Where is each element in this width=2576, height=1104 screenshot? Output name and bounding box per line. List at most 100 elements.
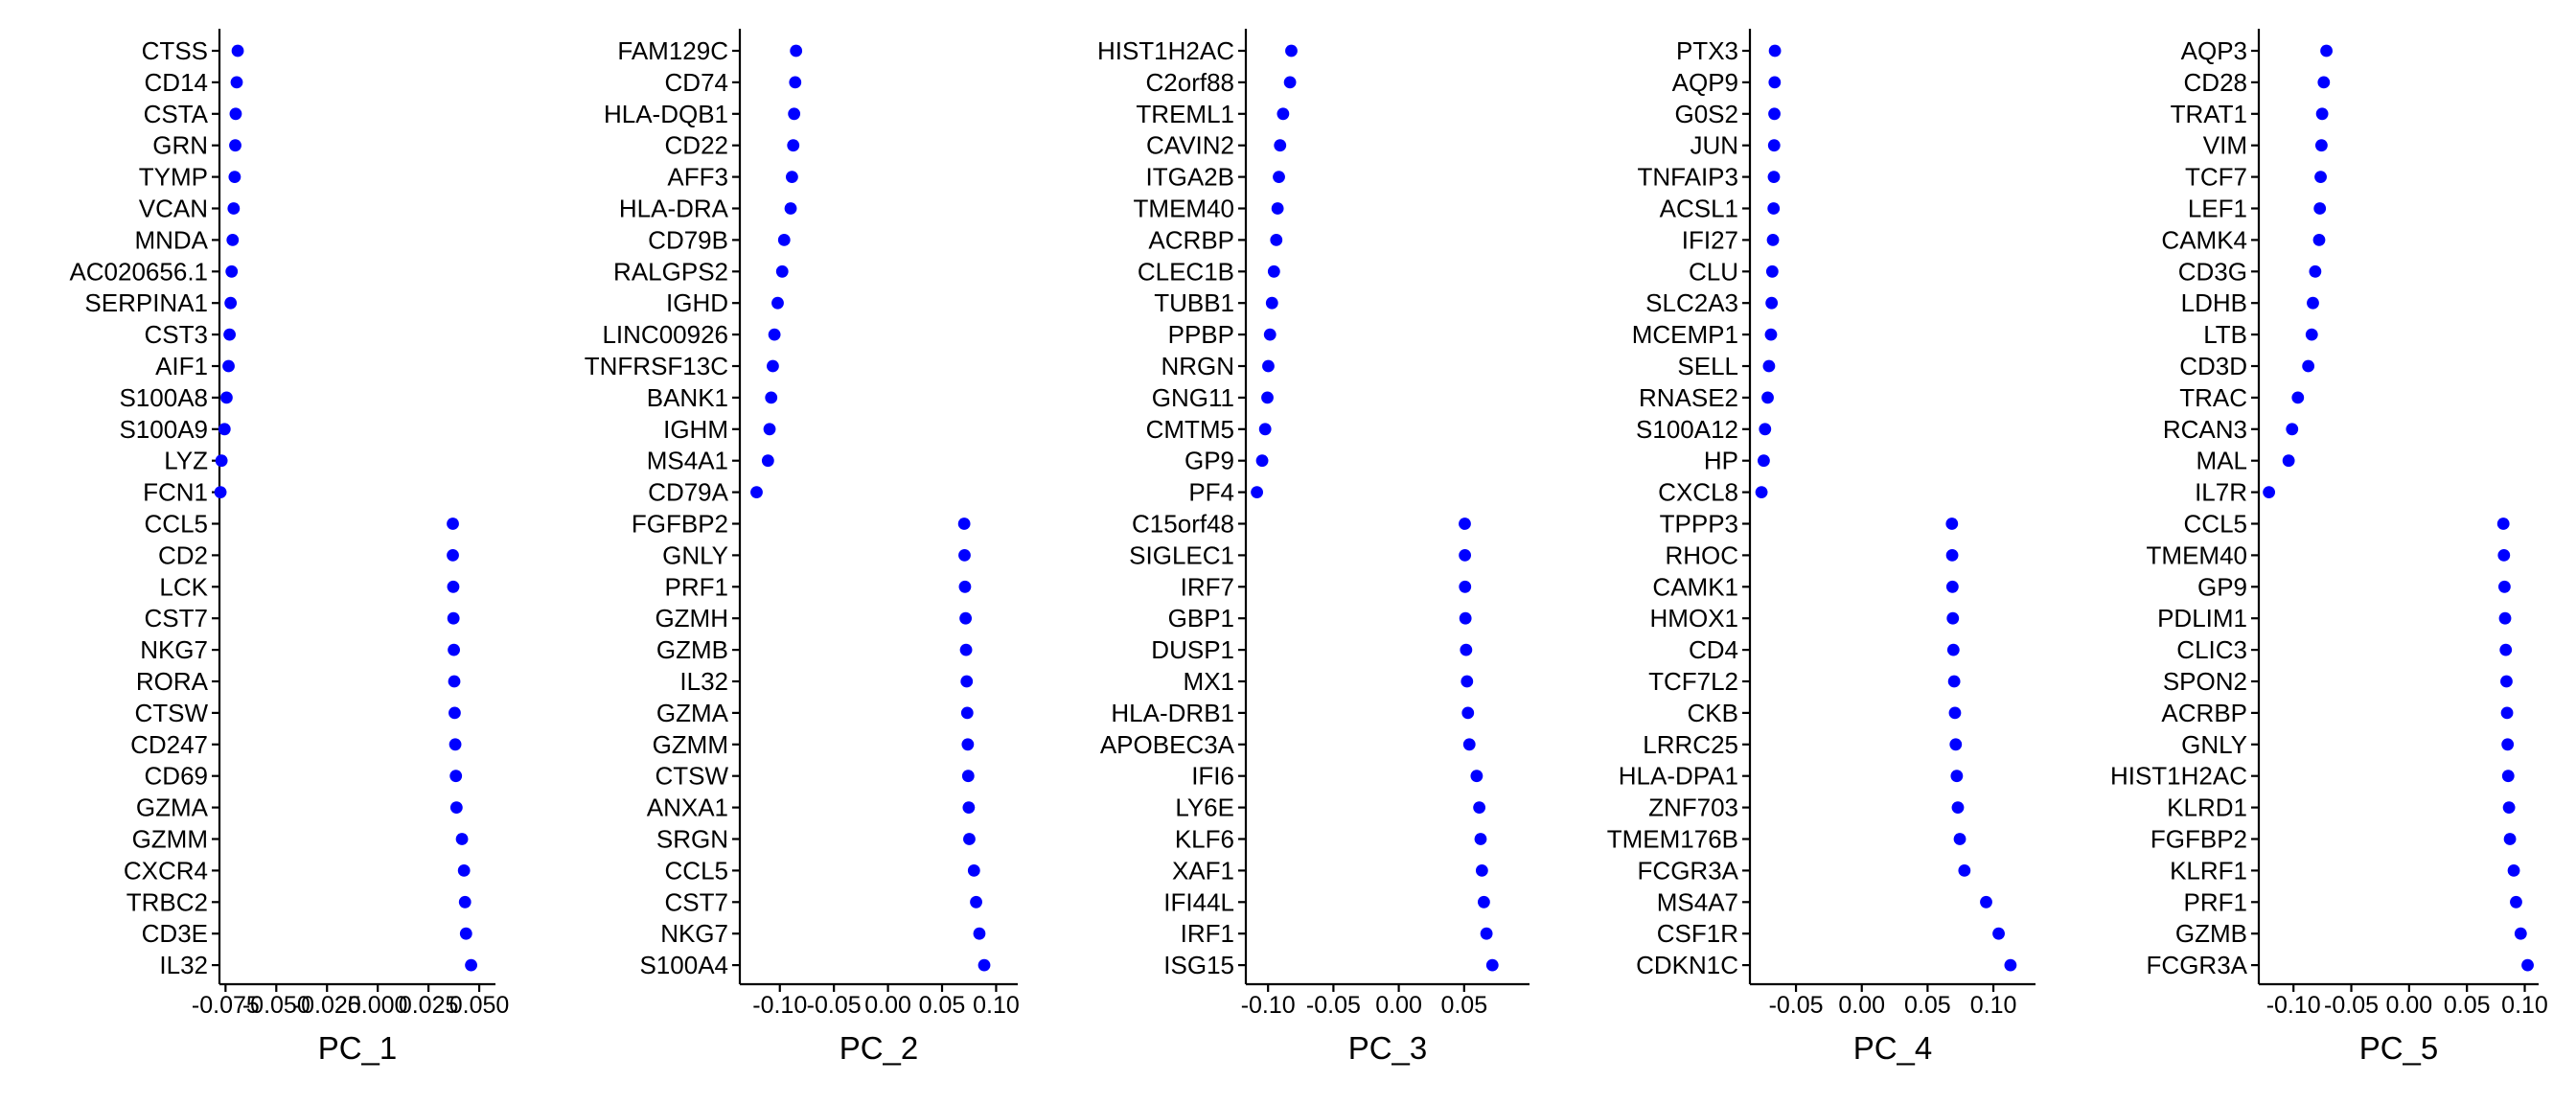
loading-point: [1459, 549, 1472, 562]
loading-point: [2521, 958, 2534, 972]
loading-point: [2314, 171, 2327, 184]
loading-point: [2317, 76, 2331, 89]
loading-point: [229, 107, 242, 121]
loading-point: [449, 801, 463, 814]
x-tick-label: 0.050: [449, 992, 510, 1019]
loading-point: [1949, 738, 1963, 751]
loading-point: [959, 611, 973, 625]
x-tick-label: -0.025: [293, 992, 361, 1019]
x-tick-label: -0.05: [2324, 992, 2379, 1019]
gene-label: HP: [1704, 447, 1738, 475]
gene-label: CCL5: [2184, 510, 2247, 539]
gene-label: CCL5: [665, 856, 728, 885]
gene-label: S100A8: [119, 383, 208, 412]
gene-label: CXCR4: [124, 856, 208, 885]
loading-point: [1759, 423, 1772, 436]
loading-point: [2315, 107, 2329, 121]
loading-point: [1958, 864, 1971, 877]
gene-label: TMEM176B: [1607, 825, 1738, 854]
gene-label: CSF1R: [1657, 919, 1738, 948]
loading-point: [1459, 580, 1472, 593]
gene-label: XAF1: [1172, 856, 1234, 885]
loading-point: [785, 171, 798, 184]
gene-label: TYMP: [139, 163, 208, 192]
gene-label: PPBP: [1168, 320, 1234, 349]
loading-point: [225, 264, 239, 278]
loading-point: [231, 44, 244, 58]
gene-label: AFF3: [667, 163, 728, 192]
gene-label: PRF1: [665, 572, 728, 601]
gene-label: FAM129C: [617, 36, 728, 65]
gene-label: SELL: [1677, 352, 1738, 380]
loading-point: [960, 706, 974, 720]
gene-label: TCF7L2: [1648, 667, 1738, 696]
loading-point: [2500, 706, 2514, 720]
gene-label: MS4A7: [1657, 887, 1738, 916]
loading-point: [1267, 264, 1280, 278]
loading-point: [1768, 107, 1781, 121]
x-axis-title: PC_2: [840, 1030, 919, 1066]
loading-point: [1945, 549, 1959, 562]
gene-label: IRF1: [1181, 919, 1234, 948]
gene-label: LRRC25: [1643, 730, 1738, 759]
gene-label: TRBC2: [126, 887, 208, 916]
loading-point: [2291, 391, 2305, 404]
loading-point: [1946, 611, 1960, 625]
loading-point: [2498, 611, 2512, 625]
loading-point: [1767, 202, 1781, 215]
gene-label: CKB: [1688, 699, 1738, 727]
loading-point: [788, 107, 801, 121]
gene-label: VCAN: [139, 195, 208, 223]
gene-label: HLA-DPA1: [1619, 762, 1738, 791]
loading-point: [1767, 139, 1781, 152]
x-tick-label: -0.050: [242, 992, 310, 1019]
gene-label: S100A12: [1636, 415, 1738, 444]
loading-point: [230, 76, 243, 89]
loading-point: [1767, 171, 1781, 184]
gene-label: VIM: [2203, 131, 2247, 160]
x-axis-title: PC_4: [1853, 1030, 1933, 1066]
loading-point: [1460, 643, 1473, 656]
loading-point: [2498, 580, 2511, 593]
gene-label: HIST1H2AC: [1097, 36, 1234, 65]
gene-label: GP9: [1184, 447, 1234, 475]
gene-label: GZMM: [132, 825, 208, 854]
loading-point: [220, 391, 233, 404]
gene-label: CLU: [1689, 257, 1738, 286]
loading-point: [1273, 171, 1285, 184]
x-tick-label: 0.025: [399, 992, 459, 1019]
gene-label: IL7R: [2195, 478, 2247, 507]
gene-label: PTX3: [1676, 36, 1738, 65]
gene-label: MX1: [1184, 667, 1234, 696]
loading-point: [1980, 895, 1992, 908]
gene-label: FCN1: [143, 478, 208, 507]
gene-label: TRAT1: [2171, 100, 2247, 128]
loading-point: [2312, 234, 2326, 246]
gene-label: CMTM5: [1146, 415, 1234, 444]
gene-label: CAVIN2: [1146, 131, 1234, 160]
gene-label: FGFBP2: [632, 510, 728, 539]
gene-label: ZNF703: [1648, 794, 1738, 822]
gene-label: JUN: [1690, 131, 1738, 160]
gene-label: HLA-DRB1: [1111, 699, 1234, 727]
loading-point: [767, 359, 779, 373]
loading-point: [1953, 833, 1966, 845]
gene-label: GZMB: [656, 635, 728, 664]
loading-point: [1947, 675, 1961, 688]
gene-label: PF4: [1188, 478, 1234, 507]
gene-label: IL32: [679, 667, 728, 696]
loading-point: [2004, 958, 2017, 972]
loading-point: [1251, 486, 1263, 498]
gene-label: CST7: [665, 887, 728, 916]
gene-label: TRAC: [2179, 383, 2247, 412]
gene-label: MNDA: [134, 225, 208, 254]
x-axis-title: PC_1: [318, 1030, 398, 1066]
x-axis-title: PC_3: [1348, 1030, 1428, 1066]
loading-point: [1475, 864, 1488, 877]
x-tick-label: 0.00: [2386, 992, 2433, 1019]
gene-label: CTSW: [655, 762, 728, 791]
loading-point: [448, 675, 461, 688]
gene-label: AIF1: [155, 352, 208, 380]
gene-label: CD22: [665, 131, 728, 160]
gene-label: IFI6: [1191, 762, 1234, 791]
